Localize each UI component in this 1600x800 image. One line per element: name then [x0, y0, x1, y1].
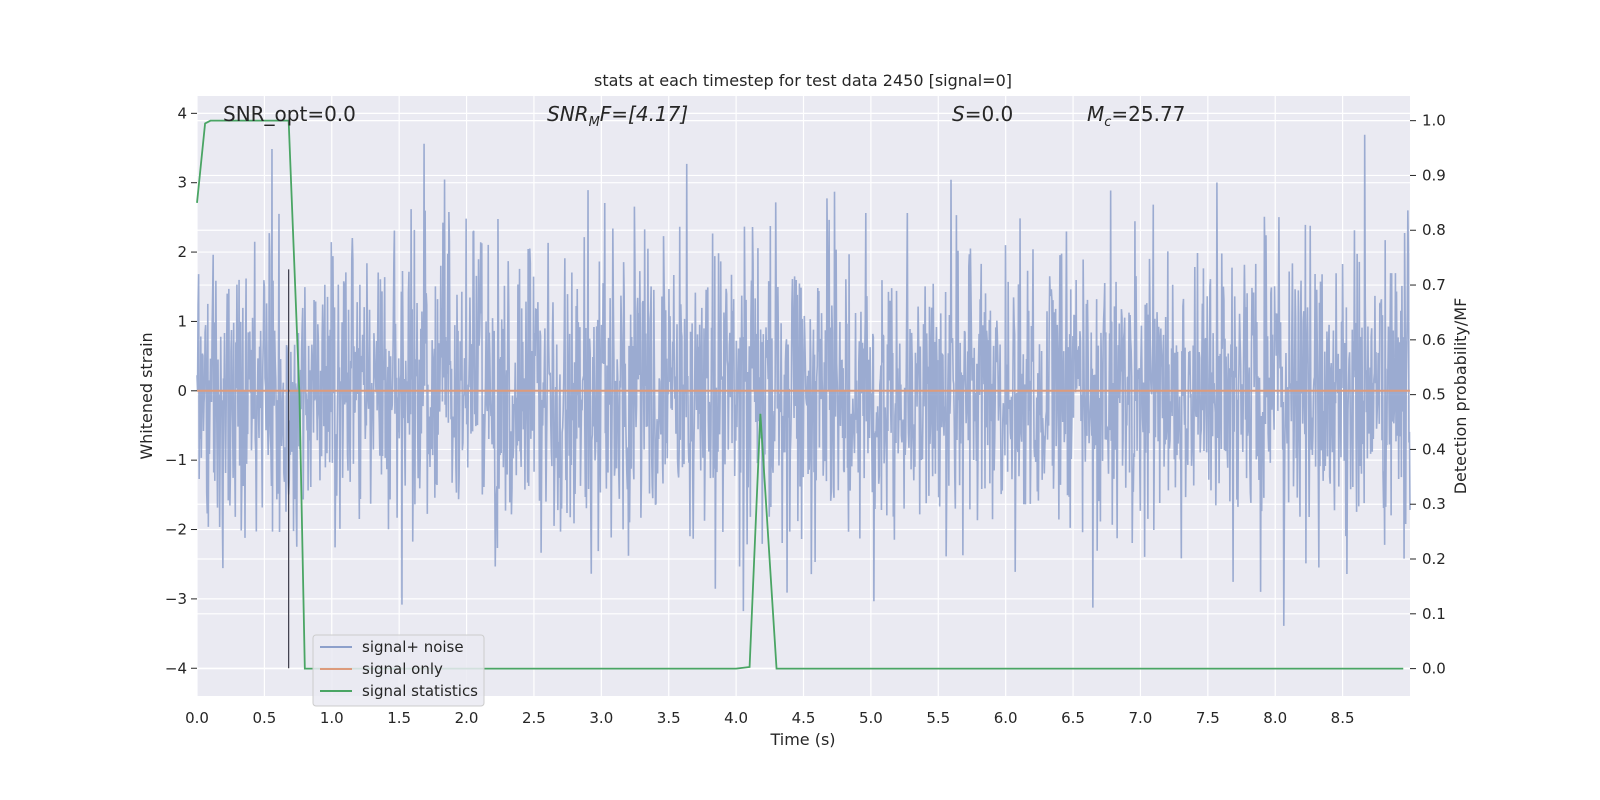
y2-tick-label: 0.2: [1422, 550, 1446, 568]
x-tick-label: 8.0: [1263, 709, 1287, 727]
annotation-mc-rest: =25.77: [1111, 102, 1185, 126]
x-tick-label: 0.5: [252, 709, 276, 727]
x-tick-label: 6.0: [994, 709, 1018, 727]
y-axis-right: 1.0 0.9 0.8 0.7 0.6 0.5 0.4 0.3 0.2 0.1 0.0: [1410, 112, 1446, 678]
x-tick-label: 2.0: [455, 709, 479, 727]
x-tick-label: 1.0: [320, 709, 344, 727]
x-tick-label: 0.0: [185, 709, 209, 727]
x-tick-label: 3.0: [589, 709, 613, 727]
y2-tick-label: 1.0: [1422, 112, 1446, 130]
annotation-snr-mf: SNRMF=[4.17]: [547, 102, 688, 130]
annotation-s-rest: =0.0: [965, 102, 1014, 126]
y-tick-label: −2: [165, 521, 187, 539]
y2-tick-label: 0.1: [1422, 605, 1446, 623]
annotation-snr-opt: SNR_opt=0.0: [223, 102, 356, 126]
y2-tick-label: 0.0: [1422, 660, 1446, 678]
annotation-s: S=0.0: [952, 102, 1013, 126]
legend: signal+ noise signal only signal statist…: [312, 634, 485, 707]
legend-label-signal-only: signal only: [362, 660, 443, 678]
annotation-snr-mf-sub: M: [589, 115, 600, 130]
y-tick-label: 0: [177, 382, 187, 400]
annotation-snr-mf-rest: F=[4.17]: [600, 102, 688, 126]
x-axis-title: Time (s): [769, 730, 835, 749]
y-tick-label: 3: [177, 174, 187, 192]
y-tick-label: 2: [177, 243, 187, 261]
y2-tick-label: 0.6: [1422, 331, 1446, 349]
annotation-mc-sub: c: [1104, 115, 1111, 130]
x-tick-label: 1.5: [387, 709, 411, 727]
x-tick-label: 8.5: [1331, 709, 1355, 727]
y2-tick-label: 0.3: [1422, 495, 1446, 513]
y-tick-label: −3: [165, 590, 187, 608]
x-tick-label: 5.5: [926, 709, 950, 727]
annotation-mc-main: M: [1087, 102, 1104, 126]
y2-tick-label: 0.9: [1422, 166, 1446, 184]
annotation-snr-mf-main: SNR: [547, 102, 589, 126]
x-tick-label: 5.0: [859, 709, 883, 727]
y2-tick-label: 0.8: [1422, 221, 1446, 239]
series-signal-noise: [196, 134, 1411, 626]
x-tick-label: 7.0: [1129, 709, 1153, 727]
y-axis-left: 4 3 2 1 0 −1 −2 −3 −4: [165, 104, 197, 677]
x-tick-label: 4.5: [792, 709, 816, 727]
y-axis-title: Whitened strain: [137, 332, 156, 459]
y-tick-label: 4: [177, 104, 187, 122]
legend-label-signal-noise: signal+ noise: [362, 638, 464, 656]
annotation-mc: Mc=25.77: [1087, 102, 1185, 130]
x-tick-label: 7.5: [1196, 709, 1220, 727]
y2-tick-label: 0.5: [1422, 386, 1446, 404]
y2-tick-label: 0.4: [1422, 440, 1446, 458]
x-tick-label: 3.5: [657, 709, 681, 727]
x-tick-label: 6.5: [1061, 709, 1085, 727]
legend-box: [312, 634, 485, 707]
x-axis: 0.0 0.5 1.0 1.5 2.0 2.5 3.0 3.5 4.0 4.5 5.0 5.5 6.0 6…: [185, 709, 1354, 727]
x-tick-label: 2.5: [522, 709, 546, 727]
y-tick-label: −4: [165, 659, 187, 677]
x-tick-label: 4.0: [724, 709, 748, 727]
annotation-s-italic: S: [952, 102, 965, 126]
y2-axis-title: Detection probability/MF: [1451, 298, 1470, 495]
y-tick-label: 1: [177, 312, 187, 330]
y-tick-label: −1: [165, 451, 187, 469]
legend-label-signal-statistics: signal statistics: [362, 682, 478, 700]
y2-tick-label: 0.7: [1422, 276, 1446, 294]
chart-title: stats at each timestep for test data 245…: [594, 71, 1012, 90]
noise-series: [196, 134, 1411, 626]
